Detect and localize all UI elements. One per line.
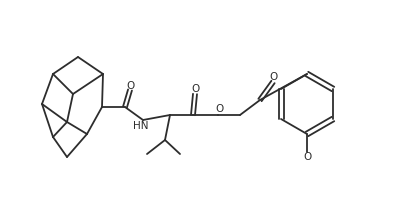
Text: O: O [215,104,223,114]
Text: O: O [126,81,134,91]
Text: O: O [303,152,311,162]
Text: O: O [191,84,199,94]
Text: HN: HN [133,121,149,131]
Text: O: O [269,72,277,82]
